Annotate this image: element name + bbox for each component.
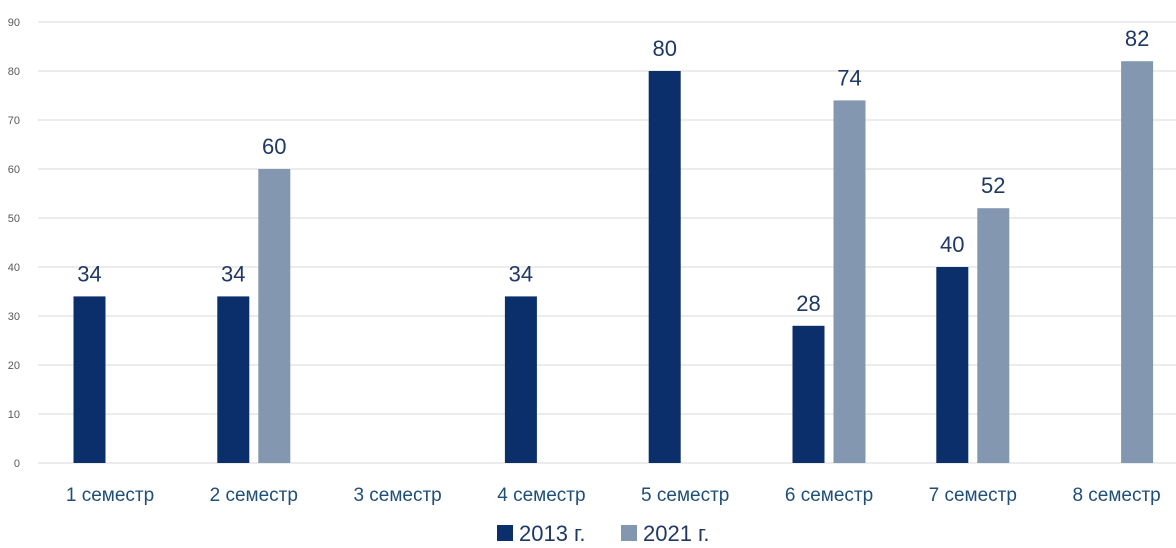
y-tick-label: 80 — [8, 66, 20, 78]
data-label: 60 — [262, 134, 286, 159]
legend-swatch — [497, 525, 513, 541]
legend-label: 2013 г. — [519, 521, 586, 546]
bar-series-1 — [792, 325, 825, 463]
data-label: 52 — [981, 173, 1005, 198]
bar-series-1 — [936, 267, 969, 463]
data-label: 82 — [1125, 26, 1149, 51]
legend: 2013 г. 2021 г. — [497, 521, 710, 546]
bar-series-2 — [833, 100, 866, 464]
data-label: 74 — [837, 65, 861, 90]
data-labels: 34 34 60 34 80 28 74 40 52 82 — [77, 26, 1149, 316]
x-tick-label: 3 семестр — [353, 485, 441, 506]
bar-series-1 — [504, 296, 537, 463]
x-tick-label: 8 семестр — [1072, 485, 1160, 506]
data-label: 34 — [77, 261, 101, 286]
legend-swatch — [621, 525, 637, 541]
x-tick-label: 4 семестр — [497, 485, 585, 506]
bar-series-1 — [73, 296, 106, 463]
x-tick-label: 1 семестр — [66, 485, 154, 506]
bar-series-2 — [977, 208, 1010, 463]
data-label: 80 — [652, 36, 676, 61]
bar-series-1 — [217, 296, 250, 463]
y-tick-label: 50 — [8, 213, 20, 225]
bars — [73, 61, 1154, 464]
y-tick-label: 70 — [8, 115, 20, 127]
y-tick-label: 90 — [8, 17, 20, 29]
legend-label: 2021 г. — [643, 521, 710, 546]
x-tick-label: 6 семестр — [785, 485, 873, 506]
bar-series-2 — [1121, 61, 1154, 463]
x-tick-label: 2 семестр — [210, 485, 298, 506]
y-tick-label: 40 — [8, 262, 20, 274]
bar-series-1 — [648, 71, 681, 463]
y-axis: 0 10 20 30 40 50 60 70 80 90 — [8, 17, 20, 470]
y-tick-label: 60 — [8, 164, 20, 176]
y-tick-label: 30 — [8, 311, 20, 323]
data-label: 34 — [221, 261, 245, 286]
x-tick-label: 5 семестр — [641, 485, 729, 506]
bar-series-2 — [258, 169, 291, 463]
data-label: 34 — [509, 261, 533, 286]
data-label: 28 — [796, 291, 820, 316]
x-axis: 1 семестр 2 семестр 3 семестр 4 семестр 5 се… — [66, 485, 1161, 506]
x-tick-label: 7 семестр — [929, 485, 1017, 506]
y-tick-label: 10 — [8, 409, 20, 421]
data-label: 40 — [940, 232, 964, 257]
y-tick-label: 0 — [14, 458, 20, 470]
y-tick-label: 20 — [8, 360, 20, 372]
